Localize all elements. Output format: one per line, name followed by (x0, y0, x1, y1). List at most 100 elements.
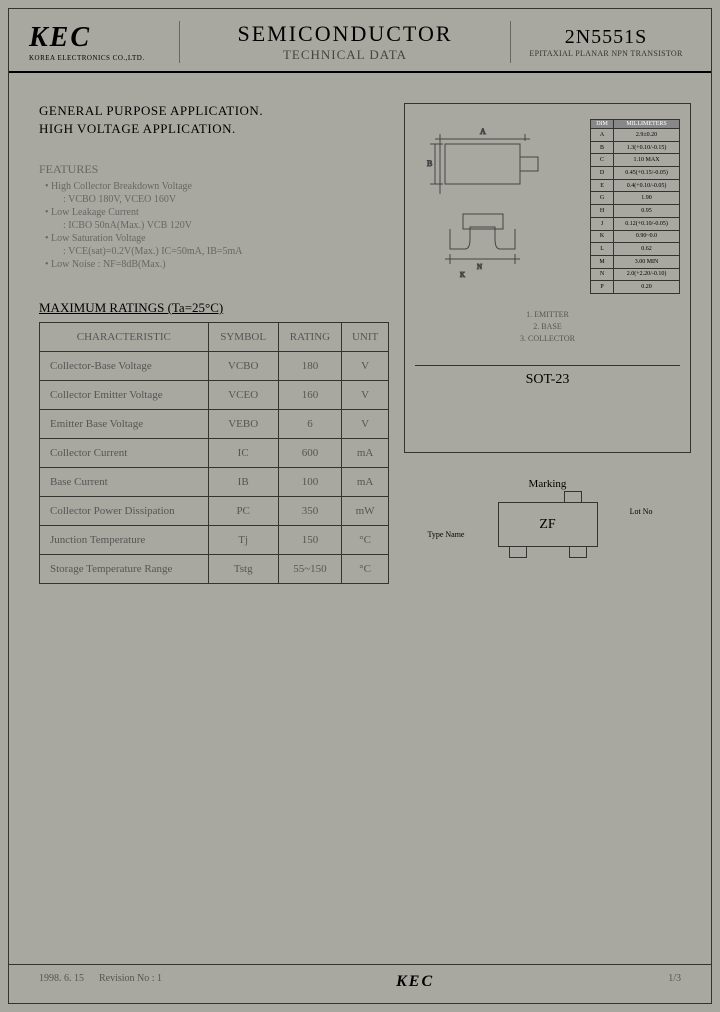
table-row: N2.0(+2.20/-0.10) (591, 268, 680, 281)
table-row: J0.12(+0.10/-0.05) (591, 217, 680, 230)
ratings-col-1: SYMBOL (208, 323, 278, 352)
package-outline: A B N K (415, 119, 582, 294)
pin-2: 2. BASE (415, 321, 680, 333)
page-container: KEC KOREA ELECTRONICS CO.,LTD. SEMICONDU… (8, 8, 712, 1004)
table-row: Emitter Base VoltageVEBO6V (40, 410, 389, 439)
ratings-cell-1-1: VCEO (208, 381, 278, 410)
marking-label-right: Lot No (630, 507, 653, 516)
dim-cell-0-0: A (591, 129, 614, 142)
dim-cell-3-0: D (591, 167, 614, 180)
dim-cell-8-0: K (591, 230, 614, 243)
left-column: GENERAL PURPOSE APPLICATION. HIGH VOLTAG… (39, 103, 389, 584)
ratings-cell-2-3: V (342, 410, 389, 439)
ratings-cell-6-0: Junction Temperature (40, 526, 209, 555)
table-row: K0.90~0.0 (591, 230, 680, 243)
svg-text:N: N (477, 263, 482, 271)
table-row: Base CurrentIB100mA (40, 468, 389, 497)
ratings-cell-4-3: mA (342, 468, 389, 497)
dim-cell-4-0: E (591, 179, 614, 192)
title-sub: TECHNICAL DATA (190, 47, 500, 63)
marking-area: Marking Type Name Lot No ZF (404, 478, 691, 572)
ratings-cell-3-0: Collector Current (40, 439, 209, 468)
table-row: G1.90 (591, 192, 680, 205)
dim-cell-8-1: 0.90~0.0 (614, 230, 680, 243)
feature-item-2: • Low Saturation Voltage (39, 233, 389, 244)
ratings-cell-2-0: Emitter Base Voltage (40, 410, 209, 439)
table-row: Collector CurrentIC600mA (40, 439, 389, 468)
ratings-cell-6-2: 150 (278, 526, 342, 555)
marking-box: Type Name Lot No ZF (478, 502, 618, 572)
dim-cell-6-1: 0.95 (614, 205, 680, 218)
ratings-cell-1-0: Collector Emitter Voltage (40, 381, 209, 410)
table-row: D0.45(+0.15/-0.05) (591, 167, 680, 180)
features-title: FEATURES (39, 162, 389, 177)
part-number: 2N5551S (521, 26, 691, 49)
ratings-cell-3-3: mA (342, 439, 389, 468)
logo-subtitle: KOREA ELECTRONICS CO.,LTD. (29, 54, 179, 62)
features-list: • High Collector Breakdown Voltage: VCBO… (39, 181, 389, 270)
ratings-col-2: RATING (278, 323, 342, 352)
dim-cell-7-1: 0.12(+0.10/-0.05) (614, 217, 680, 230)
marking-code: ZF (539, 517, 555, 533)
table-row: Collector Power DissipationPC350mW (40, 497, 389, 526)
svg-text:B: B (427, 159, 432, 168)
right-column: A B N K (404, 103, 691, 584)
ratings-title: MAXIMUM RATINGS (Ta=25°C) (39, 300, 389, 316)
footer: 1998. 6. 15 Revision No : 1 KEC 1/3 (9, 964, 711, 991)
dim-cell-7-0: J (591, 217, 614, 230)
dim-header-1: MILLIMETERS (614, 120, 680, 129)
dim-cell-11-0: N (591, 268, 614, 281)
table-row: E0.4(+0.10/-0.05) (591, 179, 680, 192)
dim-cell-1-0: B (591, 141, 614, 154)
table-row: Junction TemperatureTj150°C (40, 526, 389, 555)
dim-cell-12-0: P (591, 281, 614, 294)
ratings-cell-4-0: Base Current (40, 468, 209, 497)
dim-cell-3-1: 0.45(+0.15/-0.05) (614, 167, 680, 180)
feature-item-1: • Low Leakage Current (39, 207, 389, 218)
ratings-cell-6-3: °C (342, 526, 389, 555)
svg-text:A: A (480, 127, 486, 136)
ratings-cell-0-3: V (342, 352, 389, 381)
dim-cell-5-1: 1.90 (614, 192, 680, 205)
dim-cell-2-0: C (591, 154, 614, 167)
marking-pin-top (564, 491, 582, 503)
part-subtitle: EPITAXIAL PLANAR NPN TRANSISTOR (521, 49, 691, 58)
marking-pin-bl (509, 546, 527, 558)
dim-cell-11-1: 2.0(+2.20/-0.10) (614, 268, 680, 281)
dim-cell-1-1: 1.3(+0.10/-0.15) (614, 141, 680, 154)
dim-cell-9-0: L (591, 243, 614, 256)
ratings-cell-2-1: VEBO (208, 410, 278, 439)
footer-date: 1998. 6. 15 (39, 973, 84, 984)
ratings-cell-1-2: 160 (278, 381, 342, 410)
dim-cell-6-0: H (591, 205, 614, 218)
footer-logo: KEC (396, 973, 434, 991)
dim-cell-12-1: 0.20 (614, 281, 680, 294)
logo-area: KEC KOREA ELECTRONICS CO.,LTD. (29, 22, 179, 62)
application-line2: HIGH VOLTAGE APPLICATION. (39, 121, 389, 137)
feature-item-0: • High Collector Breakdown Voltage (39, 181, 389, 192)
svg-text:K: K (460, 271, 465, 279)
dim-cell-10-0: M (591, 255, 614, 268)
ratings-cell-3-1: IC (208, 439, 278, 468)
ratings-cell-3-2: 600 (278, 439, 342, 468)
ratings-cell-5-3: mW (342, 497, 389, 526)
ratings-cell-5-0: Collector Power Dissipation (40, 497, 209, 526)
ratings-cell-6-1: Tj (208, 526, 278, 555)
pin-labels: 1. EMITTER 2. BASE 3. COLLECTOR (415, 309, 680, 345)
table-row: H0.95 (591, 205, 680, 218)
ratings-cell-7-0: Storage Temperature Range (40, 555, 209, 584)
ratings-col-0: CHARACTERISTIC (40, 323, 209, 352)
dim-cell-4-1: 0.4(+0.10/-0.05) (614, 179, 680, 192)
ratings-cell-4-2: 100 (278, 468, 342, 497)
logo-text: KEC (29, 22, 179, 54)
application-line1: GENERAL PURPOSE APPLICATION. (39, 103, 389, 119)
table-row: C1.10 MAX (591, 154, 680, 167)
table-row: Storage Temperature RangeTstg55~150°C (40, 555, 389, 584)
ratings-cell-2-2: 6 (278, 410, 342, 439)
marking-title: Marking (404, 478, 691, 490)
table-row: M3.00 MIN (591, 255, 680, 268)
marking-pin-br (569, 546, 587, 558)
dimension-table: DIM MILLIMETERS A2.9±0.20B1.3(+0.10/-0.1… (590, 119, 680, 294)
ratings-cell-7-3: °C (342, 555, 389, 584)
pin-1: 1. EMITTER (415, 309, 680, 321)
